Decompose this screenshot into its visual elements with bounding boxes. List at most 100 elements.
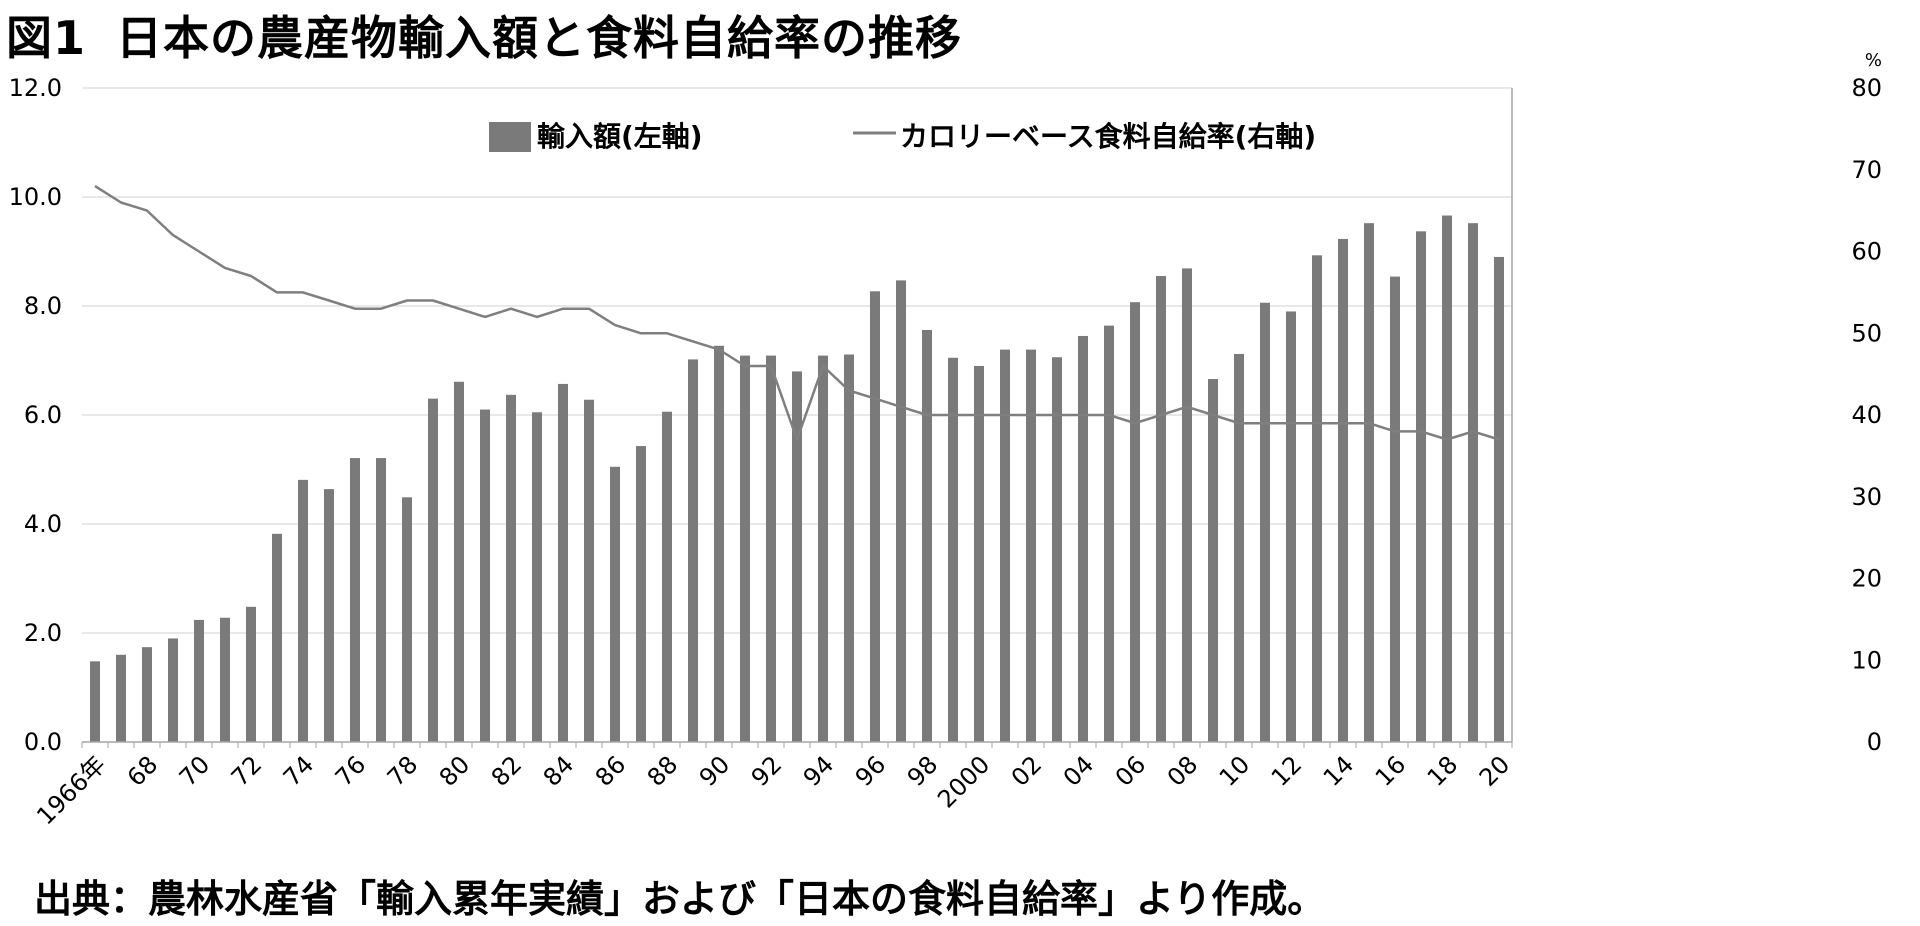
x-tick-label: 02 bbox=[1006, 750, 1047, 791]
x-tick-label: 88 bbox=[642, 750, 683, 791]
bar bbox=[246, 606, 256, 742]
legend: 輸入額(左軸) カロリーベース食料自給率(右軸) bbox=[489, 120, 1316, 153]
bar bbox=[584, 399, 594, 742]
line-series-self-sufficiency bbox=[94, 185, 1500, 441]
y-right-tick-label: 70 bbox=[1851, 156, 1882, 184]
bar bbox=[844, 354, 854, 742]
bar bbox=[402, 497, 412, 742]
chart: 0.0 2.0 4.0 6.0 8.0 10.0 12.0 0 10 20 30 40 50 60 70 80… bbox=[9, 50, 1882, 830]
bar bbox=[1260, 302, 1270, 742]
bar bbox=[896, 280, 906, 742]
y-left-tick-label: 6.0 bbox=[24, 401, 62, 429]
bar bbox=[1078, 335, 1088, 742]
y-right-unit-label: % bbox=[1865, 50, 1882, 71]
x-tick-label: 70 bbox=[174, 750, 215, 791]
x-tick-label: 04 bbox=[1058, 750, 1099, 791]
bar bbox=[1442, 215, 1452, 742]
y-left-tick-label: 8.0 bbox=[24, 292, 62, 320]
bar bbox=[1494, 256, 1504, 742]
bar bbox=[350, 458, 360, 742]
bar bbox=[376, 458, 386, 742]
legend-swatch-import-value bbox=[489, 122, 531, 152]
bar bbox=[1234, 353, 1244, 742]
x-tick-label: 1966年 bbox=[31, 750, 111, 830]
x-tick-label: 12 bbox=[1266, 750, 1307, 791]
bar bbox=[636, 446, 646, 742]
x-tick-label: 92 bbox=[746, 750, 787, 791]
bar bbox=[1182, 268, 1192, 742]
bar bbox=[480, 409, 490, 742]
bar bbox=[1390, 276, 1400, 742]
y-left-tick-label: 2.0 bbox=[24, 619, 62, 647]
bar bbox=[818, 355, 828, 742]
y-left-tick-label: 10.0 bbox=[9, 183, 62, 211]
bar bbox=[1286, 311, 1296, 742]
bar bbox=[662, 411, 672, 742]
x-tick-label: 96 bbox=[850, 750, 891, 791]
x-tick-label: 06 bbox=[1110, 750, 1151, 791]
x-tick-label: 74 bbox=[278, 750, 319, 791]
line-self-sufficiency bbox=[94, 185, 1500, 441]
x-tick-label: 18 bbox=[1422, 750, 1463, 791]
x-tick-label: 82 bbox=[486, 750, 527, 791]
x-tick-label: 72 bbox=[226, 750, 267, 791]
bar bbox=[870, 291, 880, 742]
bar bbox=[922, 329, 932, 742]
x-tick-label: 08 bbox=[1162, 750, 1203, 791]
bar bbox=[454, 381, 464, 742]
legend-label-import-value: 輸入額(左軸) bbox=[537, 120, 703, 153]
bar bbox=[116, 654, 126, 742]
bar bbox=[220, 617, 230, 742]
y-right-tick-label: 10 bbox=[1851, 646, 1882, 674]
bar bbox=[740, 355, 750, 742]
bar bbox=[610, 466, 620, 742]
y-right-tick-label: 20 bbox=[1851, 565, 1882, 593]
bar bbox=[948, 357, 958, 742]
figure-title-text: 日本の農産物輸入額と食料自給率の推移 bbox=[116, 11, 963, 65]
x-tick-label: 98 bbox=[902, 750, 943, 791]
bar bbox=[194, 619, 204, 742]
y-right-tick-label: 0 bbox=[1867, 728, 1882, 756]
bar bbox=[1416, 231, 1426, 742]
y-left-tick-label: 0.0 bbox=[24, 728, 62, 756]
x-tick-label: 86 bbox=[590, 750, 631, 791]
x-tick-label: 80 bbox=[434, 750, 475, 791]
bar bbox=[506, 394, 516, 742]
y-left-tick-label: 4.0 bbox=[24, 510, 62, 538]
x-tick-label: 10 bbox=[1214, 750, 1255, 791]
bar bbox=[1364, 223, 1374, 742]
bar bbox=[90, 661, 100, 742]
bar bbox=[168, 638, 178, 742]
x-tick-label: 78 bbox=[382, 750, 423, 791]
x-tick-label: 76 bbox=[330, 750, 371, 791]
x-tick-label: 84 bbox=[538, 750, 579, 791]
bar bbox=[1468, 223, 1478, 742]
bar bbox=[558, 383, 568, 742]
bar bbox=[1000, 349, 1010, 742]
bar bbox=[1208, 379, 1218, 742]
legend-label-self-sufficiency: カロリーベース食料自給率(右軸) bbox=[900, 120, 1316, 153]
y-right-tick-label: 60 bbox=[1851, 238, 1882, 266]
y-right-tick-label: 50 bbox=[1851, 319, 1882, 347]
figure-title: 図1 日本の農産物輸入額と食料自給率の推移 bbox=[6, 2, 962, 68]
bar bbox=[1312, 255, 1322, 742]
bar bbox=[272, 533, 282, 742]
bar bbox=[1130, 302, 1140, 742]
bar bbox=[428, 398, 438, 742]
bar bbox=[1156, 276, 1166, 742]
bar bbox=[1338, 238, 1348, 742]
bar bbox=[142, 647, 152, 742]
x-tick-label: 94 bbox=[798, 750, 839, 791]
bar bbox=[714, 345, 724, 742]
bar bbox=[324, 489, 334, 742]
bar bbox=[532, 412, 542, 742]
axes: 0.0 2.0 4.0 6.0 8.0 10.0 12.0 0 10 20 30 40 50 60 70 80… bbox=[9, 50, 1882, 830]
bar bbox=[1026, 349, 1036, 742]
x-tick-label: 90 bbox=[694, 750, 735, 791]
bar bbox=[766, 355, 776, 742]
y-right-tick-label: 80 bbox=[1851, 74, 1882, 102]
bar bbox=[1052, 357, 1062, 742]
source-note: 出典：農林水産省「輸入累年実績」および「日本の食料自給率」より作成。 bbox=[34, 877, 1326, 921]
y-right-tick-label: 30 bbox=[1851, 483, 1882, 511]
bar-series-import-value bbox=[90, 215, 1504, 742]
